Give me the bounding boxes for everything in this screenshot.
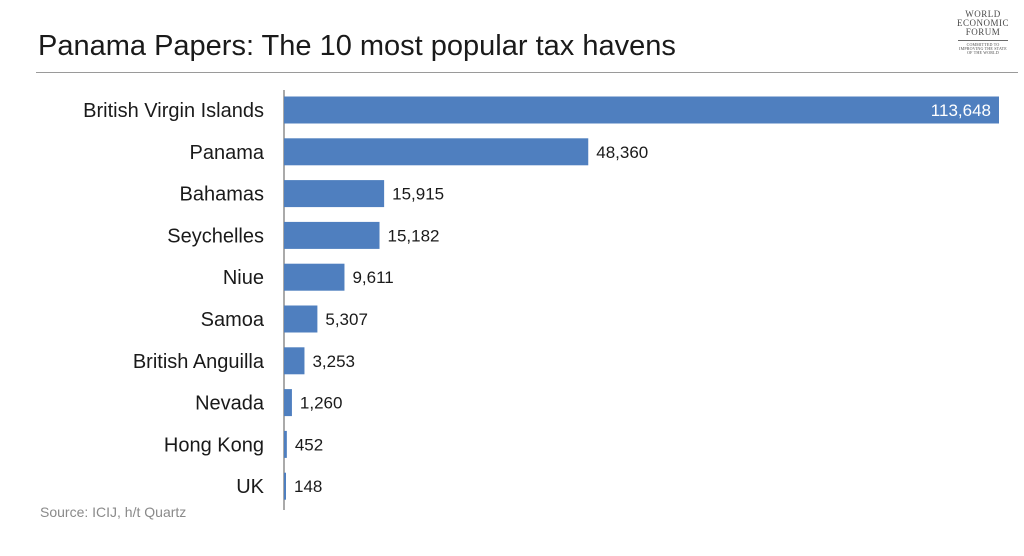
category-label: British Anguilla [133, 351, 265, 373]
logo-divider [958, 40, 1008, 41]
value-label: 15,915 [392, 185, 444, 204]
category-label: Panama [190, 142, 265, 164]
bar [284, 305, 318, 333]
value-label: 9,611 [352, 268, 393, 287]
title-divider [36, 72, 1018, 73]
world-economic-forum-logo: WORLD ECONOMIC FORUM COMMITTED TO IMPROV… [950, 10, 1016, 72]
value-label: 113,648 [931, 101, 991, 120]
category-label: Hong Kong [164, 434, 264, 456]
logo-tagline-1: COMMITTED TO [966, 42, 1000, 47]
value-label: 5,307 [325, 310, 368, 329]
logo-line-2: ECONOMIC [956, 18, 1009, 28]
value-label: 48,360 [596, 143, 648, 162]
bar [284, 96, 999, 124]
category-label: Nevada [195, 393, 265, 415]
value-label: 148 [294, 477, 322, 496]
bar [284, 180, 385, 208]
category-label: British Virgin Islands [83, 100, 264, 122]
value-label: 15,182 [388, 226, 440, 245]
logo-tagline-3: OF THE WORLD [967, 50, 999, 55]
logo-line-3: FORUM [965, 27, 1001, 37]
value-label: 3,253 [312, 352, 355, 371]
logo-tagline-2: IMPROVING THE STATE [959, 46, 1007, 51]
category-label: Samoa [201, 309, 265, 331]
bar [284, 138, 589, 166]
category-label: Niue [223, 267, 264, 289]
value-label: 452 [295, 435, 323, 454]
category-label: Seychelles [167, 225, 264, 247]
bar [284, 472, 286, 500]
bar [284, 430, 287, 458]
value-label: 1,260 [300, 394, 343, 413]
bar [284, 347, 305, 375]
source-note: Source: ICIJ, h/t Quartz [40, 504, 187, 520]
bar [284, 263, 345, 291]
logo-line-1: WORLD [965, 9, 1001, 19]
category-label: UK [236, 476, 264, 498]
category-label: Bahamas [180, 184, 265, 206]
bar [284, 389, 292, 417]
chart-title: Panama Papers: The 10 most popular tax h… [38, 30, 676, 62]
bar [284, 221, 380, 249]
